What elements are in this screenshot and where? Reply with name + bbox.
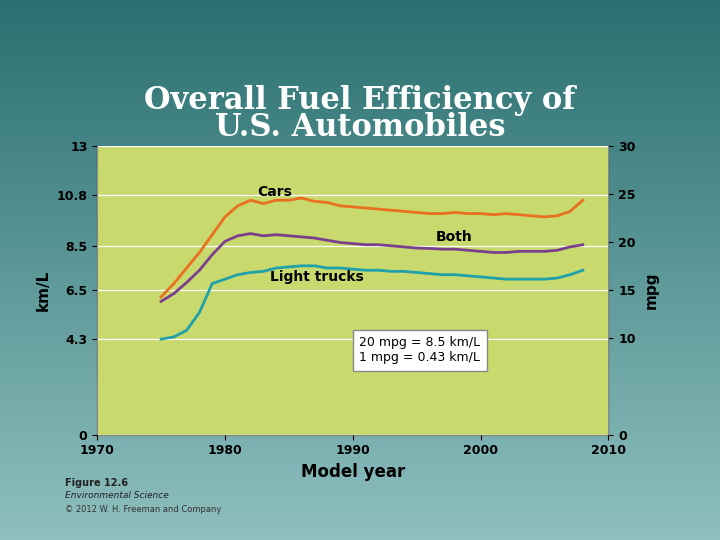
X-axis label: Model year: Model year: [301, 463, 405, 481]
Text: © 2012 W. H. Freeman and Company: © 2012 W. H. Freeman and Company: [65, 505, 221, 514]
Text: Both: Both: [436, 231, 472, 245]
Text: Environmental Science: Environmental Science: [65, 491, 168, 501]
Text: Overall Fuel Efficiency of: Overall Fuel Efficiency of: [144, 85, 576, 116]
Text: Figure 12.6: Figure 12.6: [65, 478, 128, 488]
Y-axis label: mpg: mpg: [644, 272, 659, 309]
Text: Cars: Cars: [257, 185, 292, 199]
Text: U.S. Automobiles: U.S. Automobiles: [215, 112, 505, 143]
Y-axis label: km/L: km/L: [36, 269, 51, 311]
Text: Light trucks: Light trucks: [270, 271, 364, 285]
Text: 20 mpg = 8.5 km/L
1 mpg = 0.43 km/L: 20 mpg = 8.5 km/L 1 mpg = 0.43 km/L: [359, 336, 480, 365]
